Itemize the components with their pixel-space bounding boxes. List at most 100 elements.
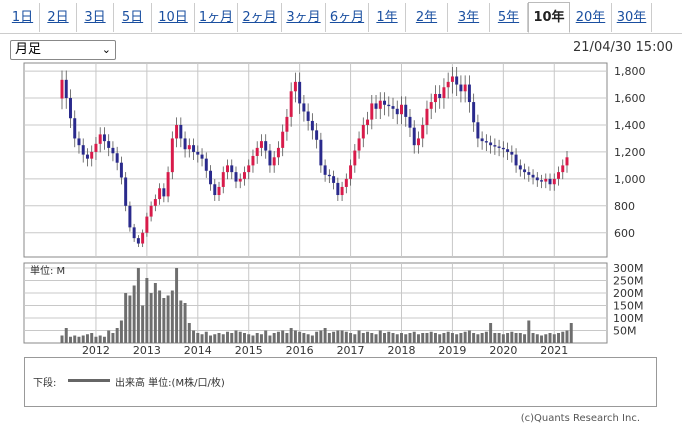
volume-bar [166, 295, 170, 343]
candle-body [234, 172, 238, 182]
volume-bar [102, 336, 106, 343]
candle-body [429, 102, 433, 109]
tab-2年[interactable]: 2年 [406, 3, 448, 32]
volume-bar [60, 335, 64, 343]
volume-bar [442, 333, 446, 343]
chevron-down-icon: ⌄ [101, 43, 111, 56]
candle-body [102, 134, 106, 142]
candle-body [467, 84, 471, 103]
volume-bar [268, 335, 272, 343]
volume-tick-label: 300M [613, 262, 644, 275]
tab-label: 3日 [84, 10, 106, 25]
candle-body [192, 145, 196, 152]
price-tick-label: 1,000 [614, 173, 646, 186]
candle-body [344, 178, 348, 187]
volume-bar [370, 333, 374, 343]
volume-bar [183, 303, 187, 343]
volume-tick-label: 50M [613, 325, 637, 338]
tab-2ヶ月[interactable]: 2ヶ月 [238, 3, 282, 32]
legend-volume-swatch [68, 379, 110, 382]
tab-label: 6ヶ月 [329, 10, 365, 25]
candle-body [561, 165, 565, 173]
candle-body [400, 104, 403, 115]
period-select[interactable]: 月足 ⌄ [10, 40, 116, 60]
candle-body [175, 124, 179, 139]
candle-body [272, 157, 276, 166]
volume-bar [200, 334, 204, 343]
tab-10日[interactable]: 10日 [152, 3, 195, 32]
tab-30年[interactable]: 30年 [612, 3, 652, 32]
tab-3日[interactable]: 3日 [77, 3, 114, 32]
volume-bar [230, 333, 234, 343]
volume-bar [327, 333, 331, 343]
volume-bar [234, 330, 238, 343]
volume-bar [153, 283, 157, 343]
tab-1ヶ月[interactable]: 1ヶ月 [195, 3, 238, 32]
volume-tick-label: 100M [613, 312, 644, 325]
legend-box: 下段: 出来高 単位:(M株/口/枚) [24, 357, 657, 407]
x-tick-label: 2018 [387, 344, 415, 355]
price-tick-label: 1,600 [614, 92, 646, 105]
volume-tick-label: 150M [613, 300, 644, 313]
volume-bar [264, 330, 268, 343]
volume-bar [527, 320, 531, 343]
volume-bar [170, 290, 174, 343]
volume-bar [306, 334, 310, 343]
x-tick-label: 2019 [438, 344, 466, 355]
volume-bar [85, 334, 89, 343]
volume-bar [69, 336, 72, 343]
candle-body [459, 84, 463, 92]
tab-5日[interactable]: 5日 [114, 3, 152, 32]
volume-bar [480, 333, 484, 343]
tab-1日[interactable]: 1日 [6, 3, 40, 32]
volume-bar [302, 333, 306, 343]
period-select-value: 月足 [15, 42, 42, 57]
price-tick-label: 1,800 [614, 65, 646, 78]
volume-bar [209, 335, 213, 343]
tab-5年[interactable]: 5年 [490, 3, 528, 32]
volume-bar [540, 335, 544, 343]
x-tick-label: 2020 [489, 344, 517, 355]
candle-body [523, 169, 527, 173]
volume-bar [366, 331, 370, 343]
candle-body [336, 182, 340, 196]
tab-1年[interactable]: 1年 [369, 3, 406, 32]
period-tabs: 1日 2日 3日 5日 10日 1ヶ月 2ヶ月 3ヶ月 6ヶ月 1年 2年 3年 5年 10年 20年 30年 [0, 0, 682, 34]
candle-body [484, 141, 488, 143]
candle-body [170, 138, 174, 173]
tab-20年[interactable]: 20年 [570, 3, 612, 32]
volume-bar [387, 331, 391, 343]
tab-label: 3年 [457, 10, 480, 25]
candle-body [323, 165, 327, 175]
candle-body [115, 153, 119, 163]
candle-body [238, 178, 242, 182]
candle-body [446, 81, 450, 88]
tab-label: 3ヶ月 [286, 10, 321, 25]
tab-label: 1ヶ月 [198, 10, 234, 25]
candle-body [310, 120, 314, 131]
copyright: (c)Quants Research Inc. [520, 413, 640, 424]
candle-body [196, 151, 200, 155]
volume-bar [455, 334, 459, 343]
candle-body [340, 186, 344, 196]
candle-body [302, 103, 306, 112]
tab-10年[interactable]: 10年 [528, 2, 570, 33]
volume-bar [404, 334, 408, 343]
volume-bar [565, 330, 569, 343]
candle-body [64, 79, 68, 99]
tab-6ヶ月[interactable]: 6ヶ月 [326, 3, 369, 32]
candle-body [230, 165, 234, 173]
candle-body [455, 76, 459, 85]
tab-2日[interactable]: 2日 [40, 3, 77, 32]
candle-body [425, 108, 429, 125]
candle-body [204, 158, 208, 171]
candle-body [353, 150, 357, 166]
volume-bar [531, 333, 535, 343]
volume-bar [332, 331, 336, 343]
volume-bar [64, 328, 68, 343]
candle-body [501, 147, 505, 150]
volume-bar [77, 336, 81, 343]
tab-3ヶ月[interactable]: 3ヶ月 [282, 3, 326, 32]
candle-body [226, 165, 229, 173]
tab-3年[interactable]: 3年 [448, 3, 490, 32]
